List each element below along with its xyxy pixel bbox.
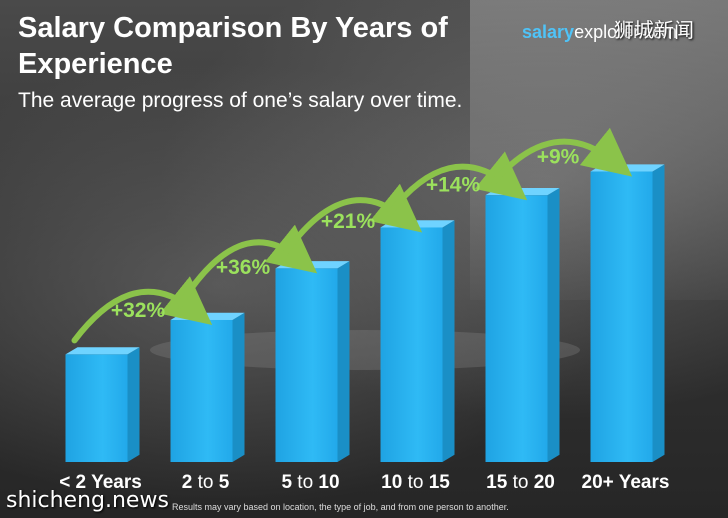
bar-top-4 [485, 187, 560, 196]
bar-side-0 [127, 347, 140, 462]
category-label-end-4: 20 [534, 472, 555, 493]
category-label-4: 15 to 20 [486, 472, 555, 493]
category-label-end-2: 10 [318, 472, 339, 493]
bar-front-5 [590, 171, 653, 462]
category-label-end-1: 5 [219, 472, 230, 493]
bar-0 [65, 347, 140, 462]
bar-4 [485, 187, 560, 462]
bar-1 [170, 312, 245, 462]
category-label-start-4: 15 [486, 472, 508, 493]
category-label-0: < 2 Years [59, 472, 142, 493]
salaryexplorer-logo: salaryexplorer.com [522, 22, 677, 43]
logo-part-explorer: explorer.com [574, 22, 678, 42]
bar-side-5 [652, 164, 665, 462]
increase-label-0: +32% [111, 299, 166, 322]
category-label-1: 2 to 5 [182, 472, 230, 493]
increase-label-1: +36% [216, 256, 271, 279]
bar-front-3 [380, 227, 443, 462]
chart-subtitle: The average progress of one’s salary ove… [18, 89, 463, 112]
bar-5 [590, 164, 665, 462]
bar-side-2 [337, 261, 350, 462]
footnote: Results may vary based on location, the … [172, 502, 509, 512]
bar-top-1 [170, 312, 245, 320]
category-label-full-5: 20+ Years [582, 472, 670, 493]
category-label-start-3: 10 [381, 472, 402, 493]
watermark-bottom: shicheng.news [6, 488, 169, 513]
bar-top-2 [275, 261, 350, 269]
bar-front-4 [485, 195, 548, 462]
watermark-top: 狮城新闻 [614, 20, 694, 42]
bar-side-4 [547, 187, 560, 462]
logo-part-salary: salary [522, 22, 575, 42]
bar-3 [380, 220, 455, 462]
bar-front-2 [275, 268, 338, 462]
category-label-full-0: < 2 Years [59, 472, 142, 493]
increase-arrow-curve-3 [386, 151, 528, 217]
bar-2 [275, 261, 350, 462]
increase-label-4: +9% [537, 145, 580, 168]
bars-group [65, 164, 665, 462]
chart-title: Salary Comparison By Years of Experience [18, 12, 448, 80]
bar-side-3 [442, 220, 455, 462]
category-label-connector-4: to [507, 472, 533, 493]
category-label-start-2: 5 [281, 472, 292, 493]
category-label-connector-3: to [402, 472, 428, 493]
increase-arrow-curve-4 [491, 127, 633, 185]
category-label-connector-1: to [192, 472, 218, 493]
increase-arrows-group: +32% +36% +21% +14% +9% [71, 127, 633, 344]
increase-label-2: +21% [321, 210, 376, 233]
category-label-5: 20+ Years [582, 472, 670, 493]
bar-top-0 [65, 347, 140, 355]
bar-top-5 [590, 164, 665, 172]
bar-front-0 [65, 354, 128, 462]
bar-top-3 [380, 220, 455, 228]
category-label-2: 5 to 10 [281, 472, 339, 493]
increase-arrow-4: +9% [491, 127, 633, 185]
increase-label-3: +14% [426, 173, 481, 196]
category-label-end-3: 15 [429, 472, 451, 493]
bar-front-1 [170, 319, 233, 462]
increase-arrow-3: +14% [386, 151, 528, 217]
category-label-start-1: 2 [182, 472, 193, 493]
category-label-3: 10 to 15 [381, 472, 450, 493]
bar-side-1 [232, 312, 245, 462]
category-label-connector-2: to [292, 472, 318, 493]
